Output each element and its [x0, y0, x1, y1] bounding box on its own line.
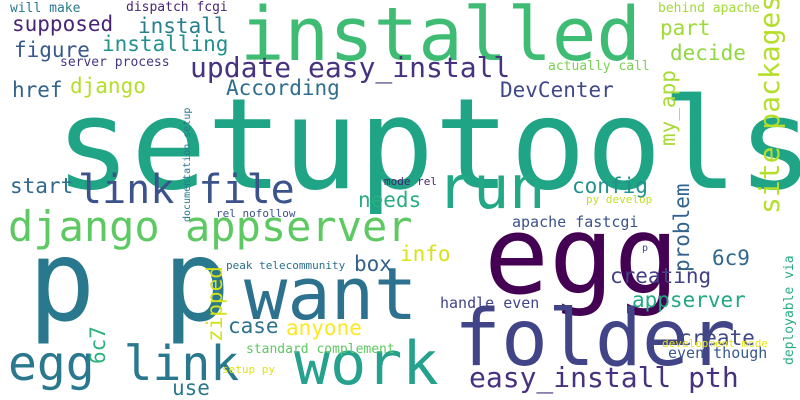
word-case: case: [228, 314, 279, 338]
word-config: config: [572, 174, 648, 198]
word-actually-call: actually call: [548, 59, 650, 74]
word-update-easy-install: update easy_install: [190, 51, 511, 84]
word-peak-telecommunity: peak telecommunity: [226, 259, 346, 272]
word-deployable-via: deployable via: [782, 255, 797, 365]
word-figure: figure: [14, 38, 90, 62]
word-egg: egg: [484, 194, 680, 319]
word-p: p: [642, 243, 649, 254]
word-setup-py: setup py: [222, 363, 275, 376]
word-will-make: will make: [10, 1, 81, 16]
word-site-packages: site packages: [753, 0, 786, 214]
word-work: work: [294, 329, 439, 399]
word-devcenter: DevCenter: [500, 78, 614, 102]
word-py-develop: py develop: [586, 193, 653, 206]
word-django: django: [70, 74, 146, 98]
word-part: part: [660, 16, 711, 40]
word-standard-complement: standard complement: [246, 342, 395, 357]
word-6c7: 6c7: [86, 326, 110, 364]
word-folder: folder: [454, 294, 736, 384]
word-even-though: even though: [668, 344, 768, 362]
word-development-mode: development mode: [662, 337, 768, 350]
word-documentation-setup: documentation setup: [182, 107, 193, 222]
word-installed: installed: [240, 0, 641, 78]
word-mode-rel: mode rel: [384, 175, 437, 188]
word-href: href: [12, 78, 63, 102]
word-rel-nofollow: rel nofollow: [216, 207, 296, 220]
word-installing: installing: [102, 32, 229, 56]
word-decide: decide: [670, 41, 746, 65]
word-creating: creating: [610, 264, 712, 288]
word-zipped: zipped: [203, 266, 227, 342]
word-problem: problem: [670, 183, 694, 272]
word-appserver: appserver: [632, 288, 746, 312]
word-behind-apache: behind apache: [658, 1, 760, 16]
word-want: want: [244, 252, 418, 336]
word-anyone: anyone: [286, 316, 362, 340]
word-setuptools: setuptools: [55, 71, 800, 218]
word-supposed: supposed: [12, 12, 114, 36]
word-p-p: p p: [28, 217, 231, 347]
word-create: create: [679, 326, 755, 350]
word-dispatch-fcgi: dispatch fcgi: [126, 0, 228, 15]
word-6c9: 6c9: [712, 246, 750, 270]
word-according: According: [226, 76, 340, 100]
word-info: info: [400, 242, 451, 266]
word-egg-link: egg link: [8, 336, 240, 392]
word-my-app: my_app: [656, 70, 680, 146]
word-needs: needs: [358, 188, 422, 212]
word-run: run: [437, 153, 546, 223]
word-easy-install-pth: easy_install pth: [469, 361, 739, 394]
word-start: start: [10, 174, 74, 198]
word-apache-fastcgi: apache fastcgi: [512, 213, 639, 231]
word-handle-even: handle even: [440, 294, 540, 312]
word-server-process: server process: [60, 55, 170, 70]
word-box: box: [354, 252, 392, 276]
word-install: install: [138, 14, 227, 38]
word-django-appserver: django appserver: [8, 202, 413, 251]
word-use: use: [172, 376, 210, 400]
word-link-file: link file: [78, 167, 295, 213]
